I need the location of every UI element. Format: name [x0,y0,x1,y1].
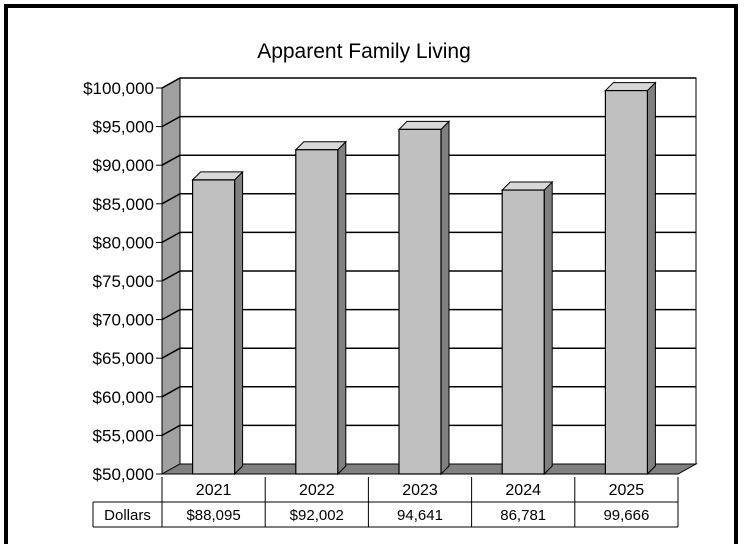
bar-side [440,120,450,476]
y-tick-label: $65,000 [93,349,154,368]
chart-title: Apparent Family Living [257,40,471,63]
gridline-left [161,347,181,359]
y-tick-label: $100,000 [83,79,154,98]
x-category-label: 2024 [505,482,541,499]
bar-side [543,180,553,476]
gridline-left [161,231,181,244]
x-category-label: 2021 [196,482,232,499]
gridline-left [161,115,181,128]
bar-top [500,181,554,191]
table-value: 99,666 [603,507,649,524]
bar-side [234,170,244,476]
bar [191,170,244,476]
bar-front [192,179,236,475]
table-value: $92,002 [290,507,344,524]
bar [604,81,657,476]
gridline-left [161,386,181,398]
bar-side [646,81,656,476]
y-tick-label: $50,000 [93,465,154,484]
y-tick-label: $75,000 [93,272,154,291]
gridline-left [161,270,181,282]
gridline-left [161,77,181,89]
y-tick-label: $95,000 [93,118,154,137]
bar-side [337,140,347,476]
gridline-left [161,193,181,205]
table-row-label: Dollars [104,507,151,524]
bar-top [191,171,244,181]
bar [500,180,554,476]
table-value: 94,641 [397,507,443,524]
y-tick-label: $55,000 [93,426,154,445]
x-category-label: 2025 [609,482,645,499]
bar-top [294,141,348,151]
gridline-left [161,424,181,437]
y-tick-label: $85,000 [93,195,154,214]
table-value: 86,781 [500,507,546,524]
bar-front [295,149,339,475]
bar-top [604,82,657,92]
bar [397,120,451,476]
bar-front [604,89,649,475]
bar [294,140,348,476]
y-tick-label: $70,000 [93,311,154,330]
bar-top [397,120,451,130]
bar-front [398,128,442,475]
y-tick-label: $80,000 [93,233,154,252]
bar-front [501,189,545,475]
y-tick-label: $60,000 [93,388,154,407]
table-value: $88,095 [186,507,240,524]
x-category-label: 2022 [299,482,335,499]
gridline-left [161,154,181,166]
x-category-label: 2023 [402,482,438,499]
y-tick-label: $90,000 [93,156,154,175]
gridline-left [161,308,181,321]
